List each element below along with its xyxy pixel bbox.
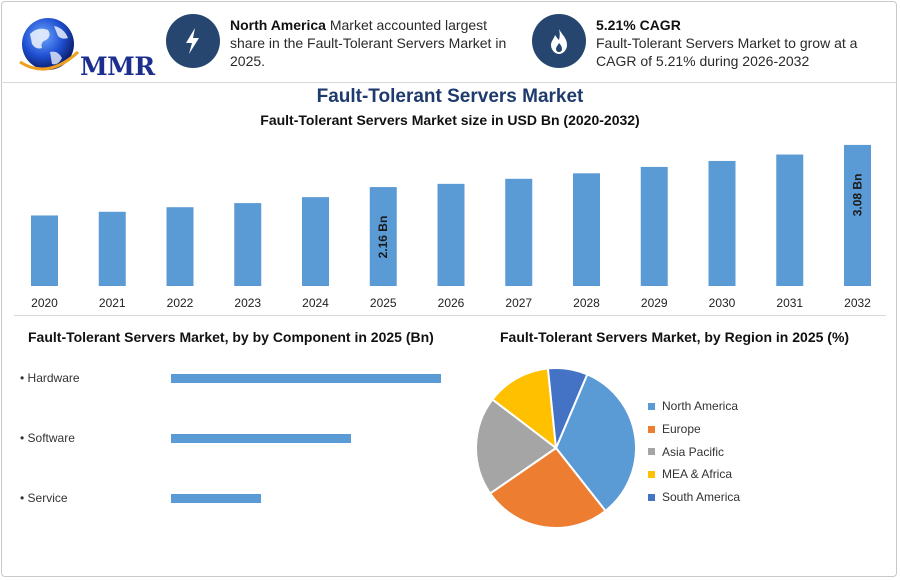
x-tick-label: 2032 <box>844 296 871 310</box>
legend-label: Europe <box>662 422 701 437</box>
x-tick-label: 2029 <box>641 296 668 310</box>
legend-item: Asia Pacific <box>648 440 740 463</box>
flame-icon <box>551 29 567 54</box>
pie-slice-south-america <box>546 367 589 449</box>
legend-swatch <box>648 470 655 478</box>
data-label-2032: 3.08 Bn <box>851 174 865 217</box>
page-title: Fault-Tolerant Servers Market <box>316 86 584 107</box>
highlight-region-text: Market accounted largest share in the Fa… <box>230 17 507 69</box>
legend-item: South America <box>648 486 740 509</box>
bar-2020 <box>31 215 58 286</box>
component-label: • Software <box>20 431 75 445</box>
legend-item: Europe <box>648 418 740 441</box>
bar-2024 <box>302 197 329 286</box>
bar-2028 <box>573 173 600 286</box>
component-hbar-chart: • Hardware • Software • Service <box>20 371 441 505</box>
bar-2021 <box>98 211 126 286</box>
highlight-cagr-bold: 5.21% CAGR <box>596 17 681 33</box>
highlight-cagr-text: Fault-Tolerant Servers Market to grow at… <box>596 35 858 69</box>
bar-chart-title: Fault-Tolerant Servers Market size in US… <box>260 112 640 128</box>
hbar-hardware <box>171 374 441 383</box>
x-tick-label: 2023 <box>234 296 261 310</box>
hbar-service <box>171 494 261 503</box>
component-label: • Service <box>20 491 68 505</box>
pie-legend: North America Europe Asia Pacific MEA & Afr… <box>648 395 740 508</box>
bar-2022 <box>166 207 194 286</box>
pie-slice-asia-pacific <box>475 398 558 495</box>
lightning-icon <box>186 28 199 54</box>
legend-swatch <box>648 448 655 456</box>
hbar-software <box>171 434 351 443</box>
pie-slice-north-america <box>554 373 637 513</box>
region-chart-title: Fault-Tolerant Servers Market, by Region… <box>500 329 850 345</box>
x-tick-label: 2024 <box>302 296 329 310</box>
bar-2025 <box>369 187 397 286</box>
legend-item: North America <box>648 395 740 418</box>
pie-slice-europe <box>488 446 607 529</box>
logo-text: MMR <box>80 52 155 81</box>
legend-swatch <box>648 425 655 433</box>
x-tick-label: 2028 <box>573 296 600 310</box>
bar-2026 <box>437 183 465 286</box>
bar-2027 <box>505 178 533 286</box>
highlight-flame-circle <box>532 14 586 68</box>
bar-2031 <box>776 154 804 286</box>
legend-label: Asia Pacific <box>662 444 725 459</box>
legend-label: South America <box>662 490 741 505</box>
x-tick-label: 2022 <box>167 296 194 310</box>
x-tick-label: 2027 <box>505 296 532 310</box>
x-tick-label: 2025 <box>370 296 397 310</box>
legend-swatch <box>648 493 655 501</box>
legend-label: MEA & Africa <box>662 467 733 482</box>
highlight-cagr: 5.21% CAGR Fault-Tolerant Servers Market… <box>596 16 876 70</box>
globe-icon <box>19 18 80 71</box>
x-tick-label: 2026 <box>438 296 465 310</box>
x-tick-label: 2021 <box>99 296 126 310</box>
highlight-region: North America Market accounted largest s… <box>230 16 515 70</box>
highlight-region-bold: North America <box>230 17 326 33</box>
x-tick-label: 2020 <box>31 296 58 310</box>
bar-2029 <box>640 166 668 286</box>
legend-label: North America <box>662 399 739 414</box>
region-pie-chart <box>475 367 637 529</box>
bar-2032 <box>844 144 871 286</box>
bar-2023 <box>234 203 262 286</box>
market-size-bar-chart: 2020 2021 2022 2023 2024 2025 2.16 Bn 2026 2027 2… <box>31 144 871 310</box>
bar-2030 <box>708 160 736 286</box>
divider-middle <box>14 315 886 316</box>
x-tick-label: 2030 <box>709 296 736 310</box>
pie-slice-mea-africa <box>491 367 558 451</box>
component-chart-title: Fault-Tolerant Servers Market, by by Com… <box>28 329 434 345</box>
legend-swatch <box>648 402 655 410</box>
divider-top <box>1 82 897 83</box>
component-label: • Hardware <box>20 371 80 385</box>
highlight-lightning-circle <box>166 14 220 68</box>
legend-item: MEA & Africa <box>648 463 740 486</box>
x-tick-label: 2031 <box>776 296 803 310</box>
data-label-2025: 2.16 Bn <box>376 216 390 259</box>
mmr-logo: MMR <box>14 12 155 82</box>
